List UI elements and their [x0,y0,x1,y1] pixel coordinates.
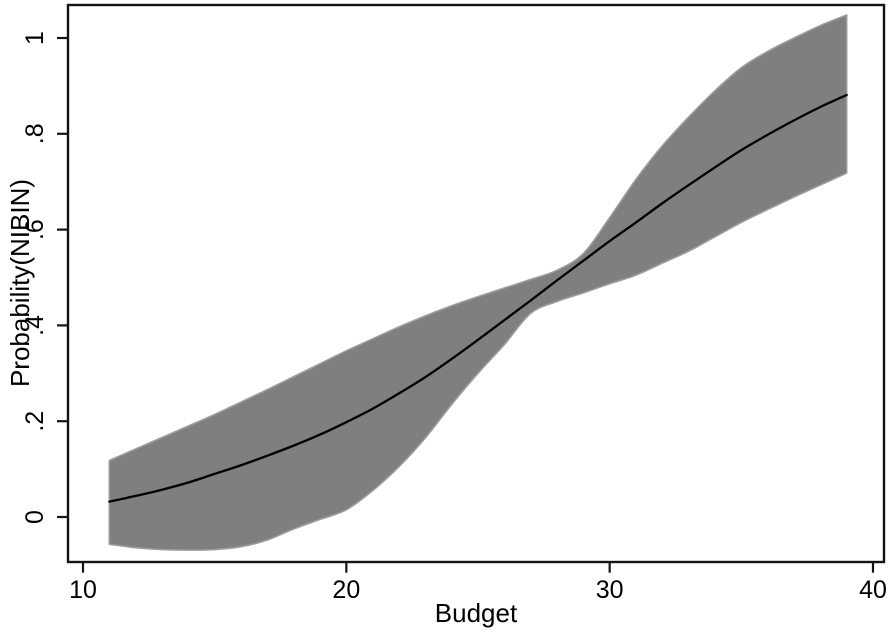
x-tick-label: 30 [596,576,624,604]
y-tick-label: .2 [21,411,49,432]
x-tick-label: 20 [332,576,360,604]
x-axis: 10 20 30 40 [69,562,887,604]
y-axis-title: Probability(NIBIN) [5,179,35,387]
y-tick-label: .8 [21,123,49,144]
confidence-band [108,14,848,551]
y-tick-label: 0 [21,510,49,524]
y-tick-label: .6 [21,219,49,240]
y-tick-label: 1 [21,31,49,45]
x-axis-title: Budget [435,598,518,628]
x-tick-label: 40 [859,576,887,604]
y-tick-label: .4 [21,315,49,336]
fit-line [108,93,848,503]
x-tick-label: 10 [69,576,97,604]
y-axis: 0 .2 .4 .6 .8 1 [21,31,68,524]
plot-border [66,3,886,564]
